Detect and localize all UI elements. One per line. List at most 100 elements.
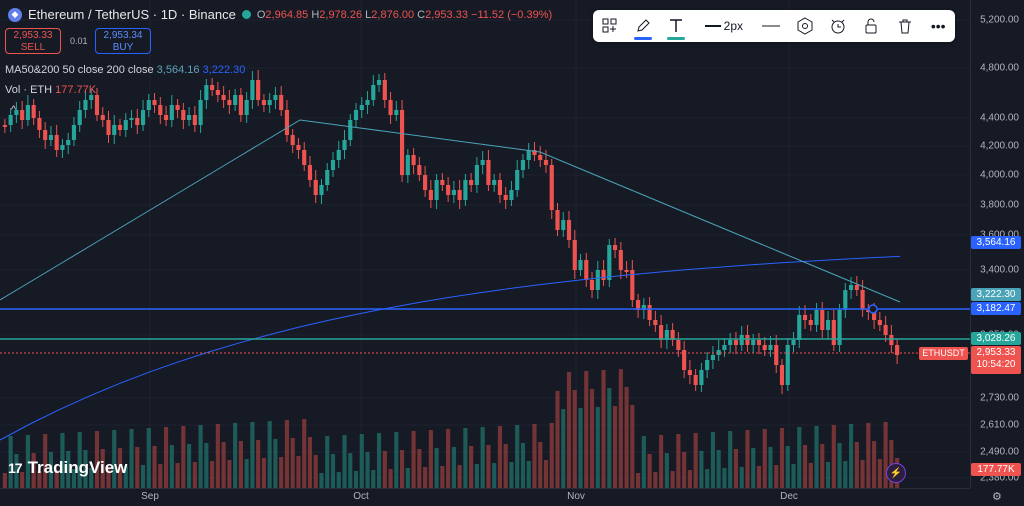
price-tick: 3,400.00 xyxy=(980,264,1019,276)
line-width-button[interactable]: 2px xyxy=(704,19,744,33)
volume-bar xyxy=(808,463,813,488)
volume-bar xyxy=(451,447,456,488)
candle xyxy=(394,110,399,115)
candle xyxy=(388,100,393,115)
candle xyxy=(607,245,612,280)
volume-bar xyxy=(647,454,652,488)
candle xyxy=(797,315,802,340)
price-tick: 2,730.00 xyxy=(980,392,1019,404)
volume-bar xyxy=(198,425,203,488)
candle xyxy=(238,95,243,115)
candle xyxy=(117,125,123,130)
time-tick: Oct xyxy=(353,491,369,502)
buy-button[interactable]: 2,953.34 BUY xyxy=(95,28,151,54)
ohlc-values: O2,964.85 H2,978.26 L2,876.00 C2,953.33 … xyxy=(256,8,553,21)
candle xyxy=(785,345,790,385)
candle xyxy=(549,165,554,210)
candle xyxy=(722,345,727,350)
candle xyxy=(399,110,405,175)
volume-bar xyxy=(221,442,226,488)
volume-bar xyxy=(60,433,65,488)
bolt-icon[interactable]: ⚡ xyxy=(886,463,906,483)
volume-bar xyxy=(123,466,128,488)
candle xyxy=(405,155,410,175)
volume-bar xyxy=(94,431,100,488)
price-axis[interactable]: 5,200.00 4,800.00 4,400.00 4,200.00 4,000.00… xyxy=(970,0,1024,488)
candle xyxy=(825,320,831,330)
volume-bar xyxy=(2,473,7,488)
candle xyxy=(417,165,422,175)
volume-bar xyxy=(181,426,186,488)
candle xyxy=(20,110,25,120)
volume-bar xyxy=(117,448,123,488)
volume-bar xyxy=(630,405,635,488)
candle xyxy=(595,270,600,290)
volume-bar xyxy=(854,442,859,488)
candle xyxy=(883,325,888,335)
object-tree-icon[interactable] xyxy=(598,14,622,38)
candle xyxy=(307,165,313,180)
volume-bar xyxy=(872,441,877,488)
tradingview-logo[interactable]: 17 TradingView xyxy=(8,458,128,477)
price-tick: 4,800.00 xyxy=(980,62,1019,74)
candle xyxy=(733,340,739,345)
candle xyxy=(584,260,589,280)
candle xyxy=(376,80,382,85)
text-icon[interactable] xyxy=(664,14,688,40)
volume-bar xyxy=(797,427,802,488)
candle xyxy=(233,95,238,105)
volume-bar xyxy=(584,371,589,488)
line-style-icon[interactable] xyxy=(759,14,783,38)
candle xyxy=(486,160,491,185)
candle xyxy=(221,95,226,100)
price-chart[interactable] xyxy=(0,0,970,488)
ethereum-icon: ◆ xyxy=(8,7,22,22)
volume-bar xyxy=(457,465,462,488)
pencil-icon[interactable] xyxy=(631,14,655,40)
volume-bar xyxy=(175,463,180,488)
volume-bar xyxy=(555,391,560,488)
volume-bar xyxy=(100,449,105,488)
alert-clock-icon[interactable] xyxy=(826,14,850,38)
volume-bar xyxy=(520,443,526,488)
sell-button[interactable]: 2,953.33 SELL xyxy=(5,28,61,54)
lock-icon[interactable] xyxy=(859,14,883,38)
time-tick: Nov xyxy=(567,491,585,502)
tradingview-mark-icon: 17 xyxy=(8,460,23,476)
candle xyxy=(336,150,341,160)
volume-bar xyxy=(682,452,687,488)
drawing-toolbar: 2px ••• xyxy=(593,10,955,42)
candle xyxy=(54,135,59,150)
candle xyxy=(446,185,451,195)
volume-bar xyxy=(353,471,359,488)
volume-bar xyxy=(417,449,422,488)
volume-legend[interactable]: Vol · ETH 177.77K xyxy=(5,84,97,96)
volume-bar xyxy=(210,461,215,488)
volume-bar xyxy=(238,441,243,488)
trash-icon[interactable] xyxy=(893,14,917,38)
candle xyxy=(163,115,169,120)
candle xyxy=(659,325,664,340)
ma-legend[interactable]: MA50&200 50 close 200 close 3,564.16 3,2… xyxy=(5,64,246,76)
candle xyxy=(279,95,284,110)
volume-bar xyxy=(371,470,376,488)
candle xyxy=(762,345,767,350)
volume-bar xyxy=(365,452,370,488)
volume-bar xyxy=(883,422,888,488)
price-tick: 3,800.00 xyxy=(980,199,1019,211)
ma50-line xyxy=(0,119,901,303)
symbol-title[interactable]: Ethereum / TetherUS · 1D · Binance xyxy=(28,7,236,22)
volume-bar xyxy=(538,442,543,488)
collapse-indicators-button[interactable]: ^ xyxy=(11,104,17,116)
axis-settings-icon[interactable]: ⚙ xyxy=(992,491,1002,503)
time-axis[interactable]: Sep Oct Nov Dec xyxy=(0,488,970,506)
candle xyxy=(854,285,859,290)
more-icon[interactable]: ••• xyxy=(930,18,946,34)
volume-bar xyxy=(705,469,710,488)
candle xyxy=(837,310,842,345)
settings-hexagon-icon[interactable] xyxy=(793,14,817,38)
volume-bar xyxy=(779,428,785,488)
volume-bar xyxy=(825,462,831,488)
price-tick: 4,400.00 xyxy=(980,112,1019,124)
candle xyxy=(112,125,117,135)
